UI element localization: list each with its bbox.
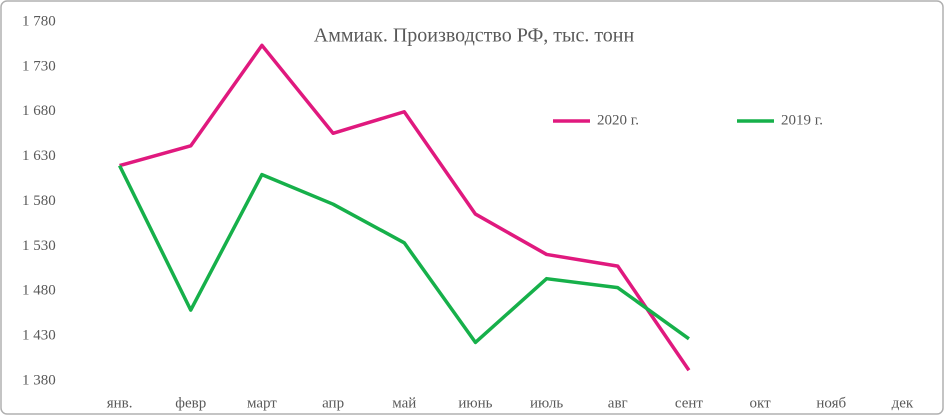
- x-tick-label: июль: [530, 395, 563, 411]
- x-tick-label: июнь: [458, 395, 492, 411]
- legend-label: 2019 г.: [781, 112, 823, 128]
- x-tick-label: март: [247, 395, 277, 411]
- chart-title: Аммиак. Производство РФ, тыс. тонн: [314, 25, 635, 47]
- y-tick-label: 1 780: [22, 13, 56, 29]
- y-tick-label: 1 580: [22, 193, 56, 209]
- x-tick-label: нояб: [816, 395, 846, 411]
- y-tick-label: 1 380: [22, 372, 56, 388]
- x-tick-label: май: [392, 395, 416, 411]
- series-line: [119, 43, 691, 372]
- x-tick-label: окт: [750, 395, 772, 411]
- series-line: [118, 164, 690, 345]
- x-tick-label: янв.: [107, 395, 133, 411]
- x-tick-label: дек: [892, 395, 914, 411]
- y-tick-label: 1 430: [22, 328, 56, 344]
- legend-label: 2020 г.: [597, 112, 639, 128]
- y-tick-label: 1 530: [22, 238, 56, 254]
- x-tick-label: авг: [608, 395, 628, 411]
- y-tick-label: 1 680: [22, 103, 56, 119]
- y-tick-label: 1 480: [22, 283, 56, 299]
- x-tick-label: февр: [175, 395, 206, 411]
- y-tick-label: 1 730: [22, 58, 56, 74]
- x-tick-label: сент: [675, 395, 704, 411]
- y-tick-label: 1 630: [22, 148, 56, 164]
- x-tick-label: апр: [322, 395, 344, 411]
